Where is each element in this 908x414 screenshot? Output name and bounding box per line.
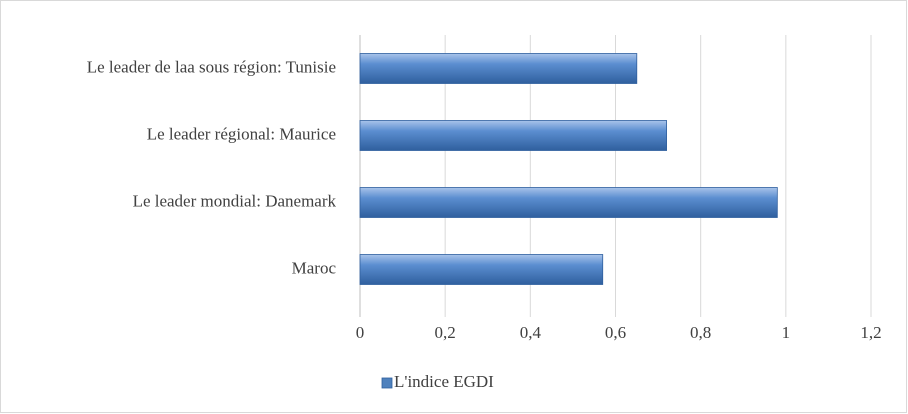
x-tick-label: 1 [782, 323, 791, 342]
x-tick-label: 0,4 [520, 323, 542, 342]
x-tick-label: 0,8 [690, 323, 711, 342]
x-tick-label: 0,6 [605, 323, 626, 342]
x-tick-label: 0 [356, 323, 365, 342]
bar [359, 187, 778, 218]
x-tick-label: 1,2 [860, 323, 881, 342]
y-tick-label: Le leader régional: Maurice [147, 124, 336, 143]
y-tick-label: Le leader de laa sous région: Tunisie [87, 57, 336, 76]
bar [359, 254, 604, 285]
y-tick-label: Maroc [292, 258, 337, 277]
bar [359, 120, 668, 151]
bar [359, 53, 638, 84]
y-tick-label: Le leader mondial: Danemark [133, 191, 337, 210]
legend-marker [381, 377, 393, 389]
legend-label: L'indice EGDI [394, 372, 494, 391]
x-tick-label: 0,2 [435, 323, 456, 342]
